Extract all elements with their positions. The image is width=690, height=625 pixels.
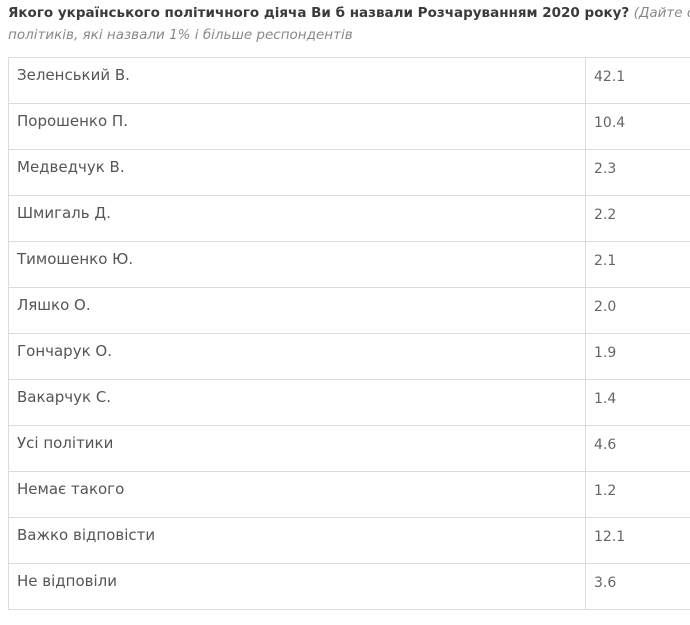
table-row: Не відповіли 3.6 [8,563,690,610]
row-value: 1.4 [585,379,690,426]
title: Якого українського політичного діяча Ви … [8,5,630,21]
table-row: Усі політики 4.6 [8,425,690,472]
table-row: Порошенко П. 10.4 [8,103,690,150]
row-label: Усі політики [8,425,586,472]
table-row: Тимошенко Ю. 2.1 [8,241,690,288]
table: Зеленський В. 42.1 Порошенко П. 10.4 Медведч… [8,57,690,610]
row-label: Шмигаль Д. [8,195,586,242]
row-value: 4.6 [585,425,690,472]
row-value: 1.2 [585,471,690,518]
row-value: 2.1 [585,241,690,288]
note: політиків, які назвали 1% і більше респо… [8,27,353,43]
table-row: Медведчук В. 2.3 [8,149,690,196]
row-value: 42.1 [585,57,690,104]
row-value: 3.6 [585,563,690,610]
row-label: Тимошенко Ю. [8,241,586,288]
row-value: 10.4 [585,103,690,150]
row-value: 1.9 [585,333,690,380]
table-row: Зеленський В. 42.1 [8,57,690,104]
row-value: 2.3 [585,149,690,196]
row-value: 2.0 [585,287,690,334]
row-label: Важко відповісти [8,517,586,564]
table-row: Немає такого 1.2 [8,471,690,518]
row-label: Зеленський В. [8,57,586,104]
row-label: Медведчук В. [8,149,586,196]
table-row: Ляшко О. 2.0 [8,287,690,334]
row-value: 12.1 [585,517,690,564]
row-value: 2.2 [585,195,690,242]
table-row: Гончарук О. 1.9 [8,333,690,380]
table-row: Вакарчук С. 1.4 [8,379,690,426]
row-label: Гончарук О. [8,333,586,380]
table-row: Шмигаль Д. 2.2 [8,195,690,242]
table-row: Важко відповісти 12.1 [8,517,690,564]
header: Якого українського політичного діяча Ви … [8,2,690,46]
row-label: Вакарчук С. [8,379,586,426]
note: (Дайте сві [633,5,690,21]
row-label: Немає такого [8,471,586,518]
row-label: Ляшко О. [8,287,586,334]
row-label: Не відповіли [8,563,586,610]
row-label: Порошенко П. [8,103,586,150]
